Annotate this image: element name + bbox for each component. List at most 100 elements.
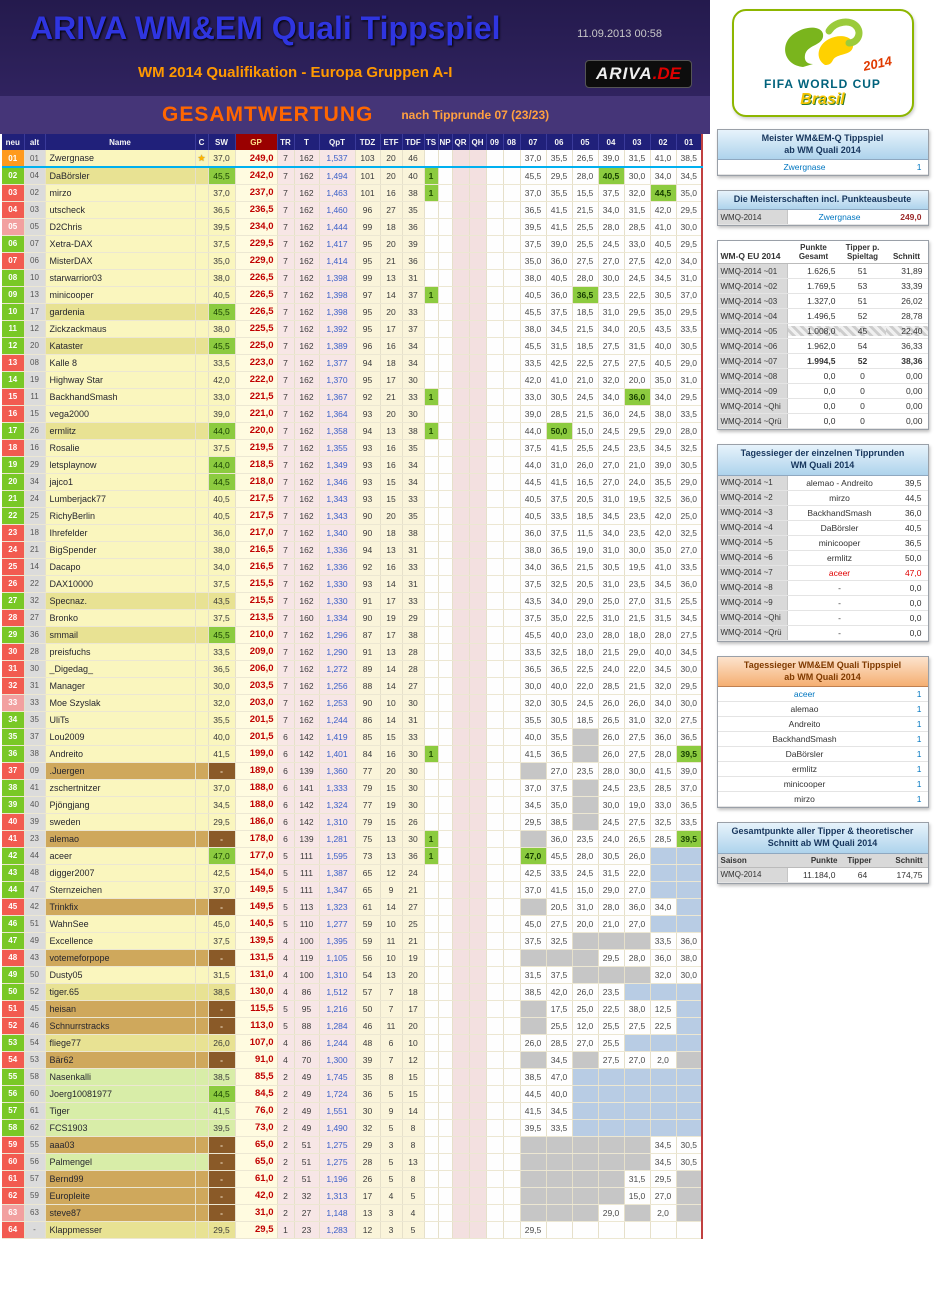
col-header-alt[interactable]: alt bbox=[24, 134, 46, 150]
player-name[interactable]: sweden bbox=[45, 813, 196, 831]
col-header-sw[interactable]: SW bbox=[208, 134, 236, 150]
player-name[interactable]: Specnaz. bbox=[45, 592, 196, 610]
player-name[interactable]: Dusty05 bbox=[45, 966, 196, 984]
player-name[interactable]: RichyBerlin bbox=[45, 507, 196, 525]
player-name[interactable]: Schnurrstracks bbox=[45, 1017, 196, 1035]
col-header-etf[interactable]: ETF bbox=[380, 134, 403, 150]
col-header-05[interactable]: 05 bbox=[572, 134, 599, 150]
col-header-08[interactable]: 08 bbox=[503, 134, 521, 150]
col-header-ts[interactable]: TS bbox=[424, 134, 439, 150]
player-name[interactable]: BackhandSmash bbox=[45, 388, 196, 406]
col-header-01[interactable]: 01 bbox=[676, 134, 703, 150]
player-name[interactable]: zschertnitzer bbox=[45, 779, 196, 797]
player-name[interactable]: UliTs bbox=[45, 711, 196, 729]
player-name[interactable]: Tiger bbox=[45, 1102, 196, 1120]
round-score: 29,0 bbox=[624, 643, 651, 661]
player-name[interactable]: Lumberjack77 bbox=[45, 490, 196, 508]
col-header-09[interactable]: 09 bbox=[486, 134, 504, 150]
player-name[interactable]: Bernd99 bbox=[45, 1170, 196, 1188]
player-name[interactable]: Kataster bbox=[45, 337, 196, 355]
player-name[interactable]: .Juergen bbox=[45, 762, 196, 780]
player-name[interactable]: Excellence bbox=[45, 932, 196, 950]
col-header-02[interactable]: 02 bbox=[650, 134, 677, 150]
player-name[interactable]: BigSpender bbox=[45, 541, 196, 559]
player-name[interactable]: vega2000 bbox=[45, 405, 196, 423]
col-header-qh[interactable]: QH bbox=[469, 134, 487, 150]
col-header-tdz[interactable]: TDZ bbox=[355, 134, 381, 150]
round-score: 47,0 bbox=[520, 847, 547, 865]
player-name[interactable]: Joerg10081977 bbox=[45, 1085, 196, 1103]
player-name[interactable]: Andreito bbox=[45, 745, 196, 763]
player-name[interactable]: Nasenkalli bbox=[45, 1068, 196, 1086]
player-name[interactable]: Pjöngjang bbox=[45, 796, 196, 814]
player-name[interactable]: Dacapo bbox=[45, 558, 196, 576]
player-name[interactable]: MisterDAX bbox=[45, 252, 196, 270]
col-header-06[interactable]: 06 bbox=[546, 134, 573, 150]
player-name[interactable]: Xetra-DAX bbox=[45, 235, 196, 253]
col-header-tdf[interactable]: TDF bbox=[402, 134, 425, 150]
player-name[interactable]: Klappmesser bbox=[45, 1221, 196, 1239]
player-name[interactable]: votemeforpope bbox=[45, 949, 196, 967]
col-header-c[interactable]: C bbox=[195, 134, 209, 150]
col-header-qpt[interactable]: QpT bbox=[319, 134, 356, 150]
rounds-played: 2 bbox=[277, 1153, 295, 1171]
player-name[interactable]: FCS1903 bbox=[45, 1119, 196, 1137]
player-name[interactable]: fliege77 bbox=[45, 1034, 196, 1052]
col-header-np[interactable]: NP bbox=[438, 134, 453, 150]
col-header-t[interactable]: T bbox=[294, 134, 320, 150]
player-name[interactable]: Zwergnase bbox=[45, 150, 196, 168]
quote-per-tip: 1,358 bbox=[319, 422, 356, 440]
player-name[interactable]: mirzo bbox=[45, 184, 196, 202]
player-name[interactable]: ermlitz bbox=[45, 422, 196, 440]
tdz-value: 54 bbox=[355, 966, 381, 984]
player-name[interactable]: Moe Szyslak bbox=[45, 694, 196, 712]
col-header-03[interactable]: 03 bbox=[624, 134, 651, 150]
player-name[interactable]: jajco1 bbox=[45, 473, 196, 491]
player-name[interactable]: smmail bbox=[45, 626, 196, 644]
player-name[interactable]: Lou2009 bbox=[45, 728, 196, 746]
player-name[interactable]: Bär62 bbox=[45, 1051, 196, 1069]
player-name[interactable]: alemao bbox=[45, 830, 196, 848]
player-name[interactable]: steve87 bbox=[45, 1204, 196, 1222]
player-name[interactable]: Manager bbox=[45, 677, 196, 695]
player-name[interactable]: Europleite bbox=[45, 1187, 196, 1205]
player-name[interactable]: aaa03 bbox=[45, 1136, 196, 1154]
player-name[interactable]: Highway Star bbox=[45, 371, 196, 389]
player-name[interactable]: DAX10000 bbox=[45, 575, 196, 593]
player-name[interactable]: Sternzeichen bbox=[45, 881, 196, 899]
player-name[interactable]: Bronko bbox=[45, 609, 196, 627]
player-name[interactable]: starwarrior03 bbox=[45, 269, 196, 287]
col-header-neu[interactable]: neu bbox=[2, 134, 25, 150]
player-name[interactable]: preisfuchs bbox=[45, 643, 196, 661]
col-header-gp[interactable]: GP bbox=[235, 134, 278, 150]
player-name[interactable]: _Digedag_ bbox=[45, 660, 196, 678]
round-08-cell bbox=[503, 439, 521, 457]
player-name[interactable]: heisan bbox=[45, 1000, 196, 1018]
player-name[interactable]: letsplaynow bbox=[45, 456, 196, 474]
player-name[interactable]: minicooper bbox=[45, 286, 196, 304]
tips-count: 162 bbox=[294, 711, 320, 729]
rank-new: 03 bbox=[2, 184, 25, 202]
player-name[interactable]: DaBörsler bbox=[45, 167, 196, 185]
player-name[interactable]: Trinkfix bbox=[45, 898, 196, 916]
player-name[interactable]: aceer bbox=[45, 847, 196, 865]
player-name[interactable]: Rosalie bbox=[45, 439, 196, 457]
col-header-07[interactable]: 07 bbox=[520, 134, 547, 150]
round-score bbox=[598, 1221, 625, 1239]
col-header-name[interactable]: Name bbox=[45, 134, 196, 150]
col-header-04[interactable]: 04 bbox=[598, 134, 625, 150]
player-name[interactable]: D2Chris bbox=[45, 218, 196, 236]
player-name[interactable]: digger2007 bbox=[45, 864, 196, 882]
player-name[interactable]: Kalle 8 bbox=[45, 354, 196, 372]
player-name[interactable]: WahnSee bbox=[45, 915, 196, 933]
player-name[interactable]: utscheck bbox=[45, 201, 196, 219]
player-name[interactable]: Ihrefelder bbox=[45, 524, 196, 542]
player-name[interactable]: gardenia bbox=[45, 303, 196, 321]
col-header-tr[interactable]: TR bbox=[277, 134, 295, 150]
player-name[interactable]: tiger.65 bbox=[45, 983, 196, 1001]
rounds-played: 7 bbox=[277, 541, 295, 559]
ariva-logo[interactable]: ARIVA.DE bbox=[585, 60, 692, 88]
player-name[interactable]: Zickzackmaus bbox=[45, 320, 196, 338]
col-header-qr[interactable]: QR bbox=[452, 134, 470, 150]
player-name[interactable]: Palmengel bbox=[45, 1153, 196, 1171]
